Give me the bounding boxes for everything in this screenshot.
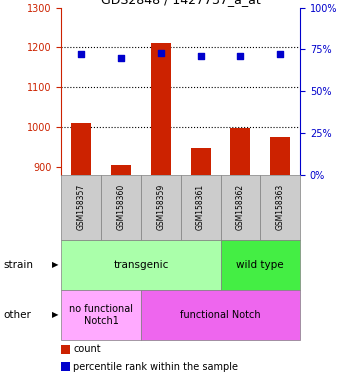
Point	[238, 53, 243, 59]
Text: wild type: wild type	[237, 260, 284, 270]
Point	[158, 50, 164, 56]
Bar	[71, 123, 91, 175]
Point	[278, 51, 283, 58]
Text: count: count	[73, 344, 101, 354]
Bar	[270, 137, 290, 175]
Bar	[151, 43, 171, 175]
Text: GSM158362: GSM158362	[236, 184, 245, 230]
Text: GSM158361: GSM158361	[196, 184, 205, 230]
Bar	[231, 128, 250, 175]
Text: percentile rank within the sample: percentile rank within the sample	[73, 362, 238, 372]
Bar	[191, 148, 211, 175]
Point	[198, 53, 203, 59]
Text: functional Notch: functional Notch	[180, 310, 261, 320]
Text: GSM158357: GSM158357	[77, 184, 86, 230]
Text: transgenic: transgenic	[113, 260, 169, 270]
Text: ▶: ▶	[51, 260, 58, 270]
Title: GDS2848 / 1427737_a_at: GDS2848 / 1427737_a_at	[101, 0, 261, 7]
Text: GSM158359: GSM158359	[156, 184, 165, 230]
Text: other: other	[3, 310, 31, 320]
Text: no functional
Notch1: no functional Notch1	[69, 304, 133, 326]
Point	[78, 51, 84, 58]
Point	[118, 55, 124, 61]
Text: GSM158360: GSM158360	[117, 184, 125, 230]
Bar	[111, 165, 131, 175]
Text: ▶: ▶	[51, 310, 58, 319]
Text: GSM158363: GSM158363	[276, 184, 285, 230]
Text: strain: strain	[3, 260, 33, 270]
